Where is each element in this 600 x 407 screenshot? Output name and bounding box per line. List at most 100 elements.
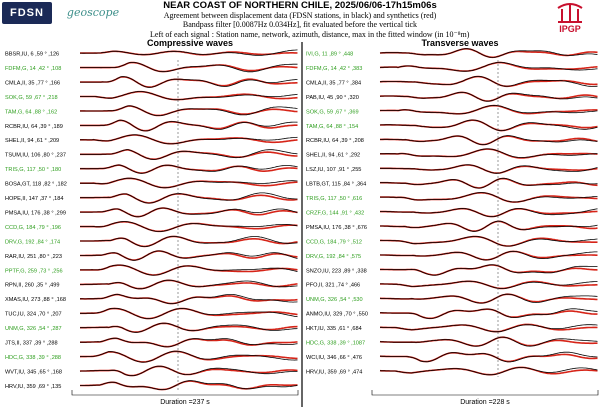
station-label: SHEL,II, 94 ,61 ° ,209 [5,138,59,144]
data-trace [80,91,298,101]
data-trace [379,61,598,72]
station-label: PFO,II, 321 ,74 ° ,466 [306,283,360,289]
station-label: HRV,IU, 359 ,69 ° ,135 [5,384,61,390]
station-label: BOSA,GT, 118 ,82 ° ,182 [5,182,67,188]
station-label-text: HOPE,II, 147 ,37 ° ,184 [5,196,64,202]
station-label: PMSA,IU, 176 ,38 ° ,299 [5,210,66,216]
synthetic-trace [380,177,598,189]
data-trace [380,76,598,87]
station-label-text: TSUM,IU, 106 ,80 ° ,237 [5,153,66,159]
data-trace [380,135,598,146]
station-label-text: IVI,G, 11 ,89 ° ,448 [306,52,353,58]
station-label: FDFM,G, 14 ,42 ° ,383 [306,66,362,72]
synthetic-trace [380,148,598,159]
station-label: UNM,G, 326 ,54 ° ,287 [5,326,62,332]
station-label-text: CCD,G, 184 ,79 ° ,196 [5,225,61,231]
data-trace [379,119,598,132]
station-label-text: HRV,IU, 359 ,69 ° ,474 [306,369,362,375]
station-label-text: SOK,G, 59 ,67 ° ,369 [306,109,359,115]
station-label: DRV,G, 192 ,84 ° ,575 [306,254,361,260]
synthetic-trace [80,307,298,320]
duration-bracket [71,390,299,396]
station-label-text: JTS,II, 337 ,39 ° ,288 [5,341,58,347]
data-trace [80,337,298,348]
duration-label: Duration =228 s [460,399,510,406]
station-label-text: SOK,G, 59 ,67 ° ,218 [5,95,58,101]
station-label-text: RAR,IU, 251 ,80 ° ,223 [5,254,62,260]
data-trace [80,76,298,88]
station-label: SNZO,IU, 223 ,89 ° ,338 [306,268,367,274]
data-trace [379,48,598,58]
description-line-3: Left of each signal : Station name, netw… [150,30,470,39]
station-label-text: LSZ,IU, 107 ,91 ° ,255 [306,167,361,173]
synthetic-trace [380,207,598,218]
duration-label: Duration =237 s [160,399,210,406]
station-label: HDC,G, 338 ,39 ° ,288 [5,355,61,361]
station-label: XMAS,IU, 273 ,88 ° ,168 [5,297,66,303]
station-label: LSZ,IU, 107 ,91 ° ,255 [306,167,361,173]
station-label: PMSA,IU, 176 ,38 ° ,676 [306,225,367,231]
data-trace [80,307,298,320]
station-label: DRV,G, 192 ,84 ° ,174 [5,239,60,245]
data-trace [80,250,298,261]
station-label: PPTF,G, 259 ,73 ° ,256 [5,268,63,274]
station-label-text: HDC,G, 338 ,39 ° ,1087 [306,341,365,347]
station-label: TUC,IU, 324 ,70 ° ,207 [5,312,62,318]
data-trace [80,192,298,204]
panel-title: Transverse waves [421,38,498,48]
station-label-text: RPN,II, 260 ,35 ° ,499 [5,283,59,289]
station-label: CCD,G, 184 ,79 ° ,512 [306,239,362,245]
station-label: RPN,II, 260 ,35 ° ,499 [5,283,59,289]
station-label: HDC,G, 338 ,39 ° ,1087 [306,341,365,347]
data-trace [80,105,298,116]
synthetic-trace [379,48,598,59]
data-trace [79,365,298,377]
station-label-text: CMLA,II, 35 ,77 ° ,384 [306,80,361,86]
station-label-text: ANMO,IU, 329 ,70 ° ,550 [306,312,368,318]
station-label: CRZF,G, 144 ,91 ° ,432 [306,210,364,216]
data-trace [379,336,598,347]
station-label-text: FDFM,G, 14 ,42 ° ,383 [306,66,362,72]
station-label-text: TAM,G, 64 ,88 ° ,162 [5,109,57,115]
station-label: BBSR,IU, 6 ,59 ° ,126 [5,52,59,58]
station-label-text: CRZF,G, 144 ,91 ° ,432 [306,210,364,216]
panel-title: Compressive waves [147,38,233,48]
station-label: RAR,IU, 251 ,80 ° ,223 [5,254,62,260]
data-trace [379,91,598,102]
station-label: LBTB,GT, 115 ,84 ° ,364 [306,182,366,188]
data-trace [380,351,598,363]
data-trace [80,134,298,145]
ipgp-emblem-icon [557,3,583,23]
station-label-text: WCI,IU, 346 ,66 ° ,476 [306,355,362,361]
station-label: JTS,II, 337 ,39 ° ,288 [5,341,58,347]
station-label: SHEL,II, 94 ,61 ° ,292 [306,153,360,159]
data-trace [80,221,298,232]
data-trace [80,49,298,56]
data-trace [380,220,598,232]
synthetic-trace [379,366,598,376]
data-trace [80,293,298,305]
station-label-text: HDC,G, 338 ,39 ° ,288 [5,355,61,361]
station-label-text: TRIS,G, 117 ,50 ° ,616 [306,196,362,202]
data-trace [80,322,298,333]
station-label-text: DRV,G, 192 ,84 ° ,575 [306,254,361,260]
geoscope-logo: geoscope [66,6,120,19]
data-trace [379,104,598,115]
station-label: RCBR,IU, 64 ,39 ° ,189 [5,124,63,130]
station-label-text: CMLA,II, 35 ,77 ° ,166 [5,80,60,86]
synthetic-trace [380,264,598,276]
data-trace [80,62,298,73]
data-trace [379,367,598,376]
data-trace [80,235,298,247]
station-label: TRIS,G, 117 ,50 ° ,180 [5,167,61,173]
station-label-text: DRV,G, 192 ,84 ° ,174 [5,239,60,245]
station-label-text: XMAS,IU, 273 ,88 ° ,168 [5,297,66,303]
synthetic-trace [79,365,298,377]
data-trace [380,236,598,247]
station-label-text: RCBR,IU, 64 ,39 ° ,208 [306,138,364,144]
station-label: WVT,IU, 345 ,65 ° ,168 [5,369,62,375]
data-trace [80,207,298,218]
station-label: TAM,G, 64 ,88 ° ,162 [5,109,57,115]
station-label-text: PMSA,IU, 176 ,38 ° ,676 [306,225,367,231]
